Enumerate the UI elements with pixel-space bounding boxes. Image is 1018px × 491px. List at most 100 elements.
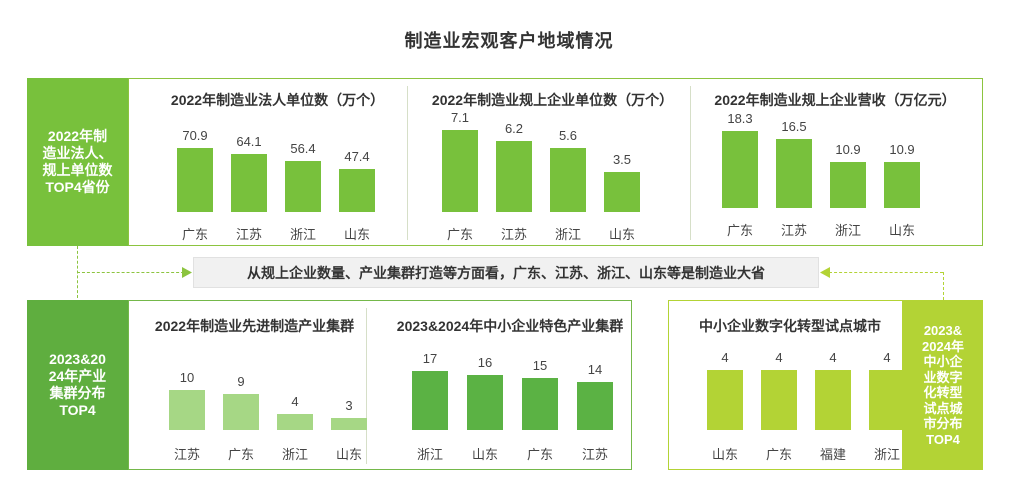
bar-山东 (707, 370, 743, 430)
chart-title: 2023&2024年中小企业特色产业集群 (396, 318, 624, 334)
bar-value-label: 15 (533, 358, 547, 373)
category-label: 江苏 (582, 447, 608, 462)
category-label: 山东 (609, 227, 635, 242)
chart-svg: 10 江苏 9 广东 4 浙江 3 山东 (169, 370, 367, 462)
chart-title: 2022年制造业规上企业单位数（万个） (431, 92, 674, 108)
divider (366, 308, 367, 464)
chart-title: 2022年制造业规上企业营收（万亿元） (714, 92, 956, 108)
chart-digital-pilot: 中小企业数字化转型试点城市 4 山东 4 广东 4 福建 4 浙江 (685, 306, 905, 470)
bar-value-label: 10 (180, 370, 194, 385)
arrow-left-icon (820, 267, 830, 278)
category-label: 浙江 (290, 227, 316, 242)
bar-value-label: 3.5 (613, 152, 631, 167)
bar-value-label: 4 (829, 350, 836, 365)
bar-value-label: 4 (883, 350, 890, 365)
bar-value-label: 64.1 (236, 134, 261, 149)
chart-svg: 70.9 广东 64.1 江苏 56.4 浙江 47.4 山东 (177, 128, 375, 242)
bar-value-label: 17 (423, 351, 437, 366)
bar-广东 (522, 378, 558, 430)
bar-value-label: 47.4 (344, 149, 369, 164)
bar-江苏 (169, 390, 205, 430)
bar-value-label: 6.2 (505, 121, 523, 136)
bar-浙江 (412, 371, 448, 430)
pilot-label-line: 市分布 (923, 416, 963, 431)
top-label-line: 造业法人、 (42, 145, 113, 161)
bar-value-label: 7.1 (451, 110, 469, 125)
cluster-label-line: TOP4 (59, 402, 96, 418)
category-label: 江苏 (501, 227, 527, 242)
pilot-label-line: 中小企 (923, 354, 963, 369)
connector-line (77, 272, 189, 273)
divider (407, 86, 408, 240)
bar-江苏 (577, 382, 613, 430)
bar-广东 (223, 394, 259, 430)
bar-value-label: 4 (721, 350, 728, 365)
category-label: 浙江 (417, 447, 443, 462)
bar-浙江 (277, 414, 313, 430)
category-label: 山东 (712, 447, 738, 462)
top-label-line: 规上单位数 (42, 162, 113, 178)
cluster-label-line: 2023&20 (49, 351, 106, 367)
bar-value-label: 10.9 (889, 142, 914, 157)
bar-value-label: 16 (478, 355, 492, 370)
pilot-label-line: 2024年 (922, 338, 964, 354)
top-label-line: TOP4省份 (45, 179, 110, 195)
bar-广东 (761, 370, 797, 430)
cluster-label-line: 集群分布 (49, 385, 106, 401)
bar-value-label: 3 (345, 398, 352, 413)
bar-浙江 (285, 161, 321, 212)
bar-山东 (884, 162, 920, 208)
bar-浙江 (869, 370, 905, 430)
chart-revenue: 2022年制造业规上企业营收（万亿元） 18.3 广东 16.5 江苏 10.9 浙江 10… (700, 85, 970, 245)
bar-value-label: 14 (588, 362, 602, 377)
category-label: 浙江 (835, 223, 861, 238)
divider (690, 86, 691, 240)
bar-广东 (442, 130, 478, 212)
bar-江苏 (496, 141, 532, 212)
bar-value-label: 10.9 (835, 142, 860, 157)
chart-svg: 17 浙江 16 山东 15 广东 14 江苏 (412, 351, 613, 462)
pilot-label-line: TOP4 (926, 431, 960, 447)
bar-value-label: 4 (775, 350, 782, 365)
category-label: 山东 (336, 447, 362, 462)
cluster-label: 2023&20 24年产业 集群分布 TOP4 (27, 300, 128, 470)
bar-value-label: 18.3 (727, 111, 752, 126)
category-label: 浙江 (874, 447, 900, 462)
bar-山东 (331, 418, 367, 430)
pilot-label-line: 化转型 (923, 385, 963, 400)
bar-福建 (815, 370, 851, 430)
category-label: 广东 (527, 447, 553, 462)
category-label: 山东 (344, 227, 370, 242)
pilot-label-line: 试点城 (923, 400, 963, 416)
bar-广东 (722, 131, 758, 208)
bar-江苏 (231, 154, 267, 212)
bar-value-label: 16.5 (781, 119, 806, 134)
summary-banner: 从规上企业数量、产业集群打造等方面看，广东、江苏、浙江、山东等是制造业大省 (193, 257, 819, 288)
category-label: 福建 (820, 447, 846, 462)
connector-line (829, 272, 943, 273)
bar-江苏 (776, 139, 812, 208)
top-provinces-label: 2022年制 造业法人、 规上单位数 TOP4省份 (27, 78, 128, 246)
page-title: 制造业宏观客户地域情况 (404, 31, 614, 51)
chart-legal-entities: 2022年制造业法人单位数（万个） 70.9 广东 64.1 江苏 56.4 浙江 47.4… (155, 85, 400, 245)
category-label: 广东 (182, 227, 208, 242)
chart-scale-enterprises: 2022年制造业规上企业单位数（万个） 7.1 广东 6.2 江苏 5.6 浙江 3.5 山东 (420, 85, 685, 245)
bar-浙江 (830, 162, 866, 208)
chart-svg: 18.3 广东 16.5 江苏 10.9 浙江 10.9 山东 (722, 111, 920, 238)
bar-广东 (177, 148, 213, 212)
bar-山东 (339, 169, 375, 212)
chart-title: 2022年制造业先进制造产业集群 (154, 318, 355, 334)
bar-value-label: 56.4 (290, 141, 315, 156)
digital-pilot-label: 2023& 2024年 中小企 业数字 化转型 试点城 市分布 TOP4 (903, 300, 983, 470)
chart-advanced-clusters: 2022年制造业先进制造产业集群 10 江苏 9 广东 4 浙江 3 山东 (147, 306, 367, 470)
category-label: 江苏 (174, 447, 200, 462)
category-label: 广东 (766, 447, 792, 462)
chart-title: 中小企业数字化转型试点城市 (699, 318, 881, 334)
connector-line (943, 272, 944, 300)
top-label-line: 2022年制 (47, 128, 108, 144)
category-label: 江苏 (236, 227, 262, 242)
chart-title: 2022年制造业法人单位数（万个） (170, 92, 385, 108)
chart-sme-clusters: 2023&2024年中小企业特色产业集群 17 浙江 16 山东 15 广东 14 江苏 (390, 306, 630, 470)
bar-value-label: 5.6 (559, 128, 577, 143)
chart-svg: 4 山东 4 广东 4 福建 4 浙江 (707, 350, 905, 462)
